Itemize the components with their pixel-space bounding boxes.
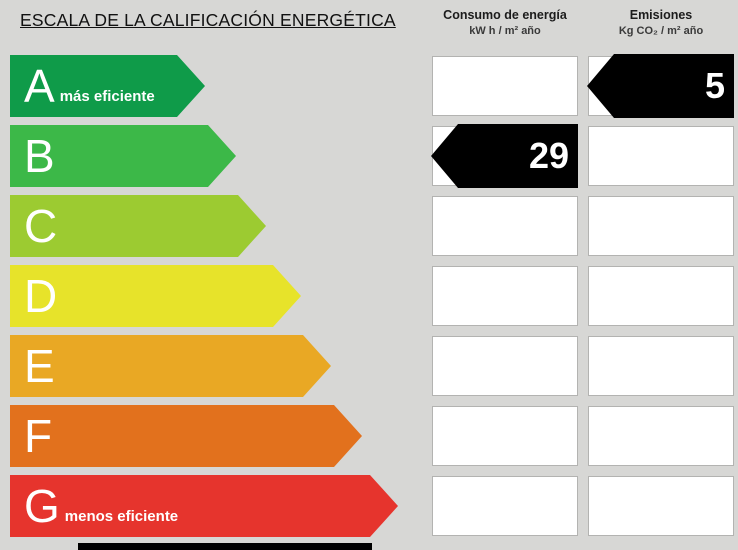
emisiones-box: 5: [587, 54, 734, 118]
consumo-column-title: Consumo de energía: [443, 8, 567, 22]
consumo-box: [432, 196, 578, 256]
consumo-box: [432, 406, 578, 466]
grade-arrow-d: D: [10, 265, 301, 327]
emisiones-box: [588, 266, 734, 326]
consumo-value: 29: [528, 135, 569, 176]
grade-suffix: más eficiente: [59, 87, 155, 105]
grade-letter: D: [24, 270, 58, 322]
rating-row-e: E: [0, 335, 738, 397]
emisiones-value: 5: [704, 65, 725, 106]
emisiones-box: [588, 406, 734, 466]
rating-row-d: D: [0, 265, 738, 327]
emisiones-box: [588, 476, 734, 536]
consumo-box: [432, 266, 578, 326]
grade-arrow-g: G menos eficiente: [10, 475, 398, 537]
grade-letter: E: [24, 340, 55, 392]
bottom-black-strip: [78, 543, 372, 550]
emisiones-box: [588, 126, 734, 186]
emisiones-box: [588, 196, 734, 256]
grade-arrow-b: B: [10, 125, 236, 187]
emisiones-box: [588, 336, 734, 396]
consumo-box: 29: [431, 124, 578, 188]
consumo-box: [432, 336, 578, 396]
consumo-box: [432, 476, 578, 536]
grade-suffix: menos eficiente: [64, 507, 179, 525]
grade-arrow-c: C: [10, 195, 266, 257]
rating-row-c: C: [0, 195, 738, 257]
grade-letter: F: [24, 410, 53, 462]
grade-arrow-a: A más eficiente: [10, 55, 205, 117]
consumo-column-header: Consumo de energía kW h / m² año: [432, 8, 578, 37]
emisiones-column-title: Emisiones: [629, 8, 693, 22]
rating-rows: A más eficiente 5 B 29: [0, 54, 738, 537]
grade-letter: G: [24, 480, 60, 532]
page-title: ESCALA DE LA CALIFICACIÓN ENERGÉTICA: [20, 10, 396, 30]
consumo-indicator-arrow: 29: [431, 124, 578, 188]
grade-arrow-e: E: [10, 335, 331, 397]
emisiones-column-unit: Kg CO₂ / m² año: [618, 25, 704, 37]
consumo-box: [432, 56, 578, 116]
emisiones-column-header: Emisiones Kg CO₂ / m² año: [588, 8, 734, 37]
emisiones-indicator-arrow: 5: [587, 54, 734, 118]
grade-letter: B: [24, 130, 55, 182]
consumo-column-unit: kW h / m² año: [469, 25, 541, 37]
rating-row-g: G menos eficiente: [0, 475, 738, 537]
grade-letter: C: [24, 200, 58, 252]
grade-letter: A: [24, 60, 55, 112]
rating-row-f: F: [0, 405, 738, 467]
rating-row-a: A más eficiente 5: [0, 54, 738, 118]
rating-row-b: B 29: [0, 124, 738, 188]
grade-arrow-f: F: [10, 405, 362, 467]
